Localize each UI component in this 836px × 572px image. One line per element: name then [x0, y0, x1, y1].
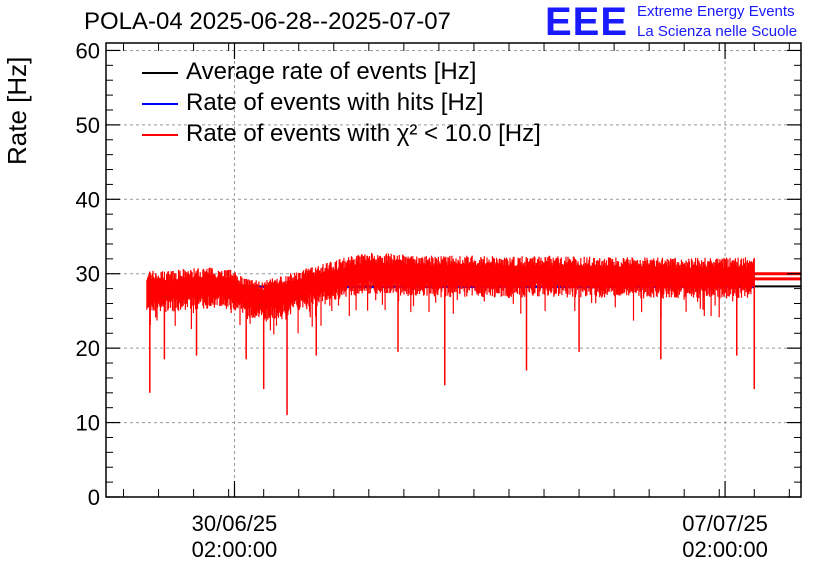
- x-tick-label-date: 07/07/25: [682, 511, 768, 536]
- series-band-chi2: [146, 252, 755, 335]
- legend-item-hits: Rate of events with hits [Hz]: [142, 89, 483, 117]
- x-tick-label-time: 02:00:00: [682, 537, 768, 562]
- eee-logo-text: Extreme Energy Events La Scienza nelle S…: [637, 2, 797, 42]
- plot-frame: [105, 42, 802, 498]
- axis-ticks: [106, 43, 801, 498]
- eee-logo-line2: La Scienza nelle Scuole: [637, 23, 798, 40]
- legend-swatch-average: [142, 71, 178, 74]
- y-tick-label: 40: [76, 187, 100, 212]
- chart-title: POLA-04 2025-06-28--2025-07-07: [84, 8, 451, 35]
- tick-labels: 010203040506030/06/2502:00:0007/07/2502:…: [76, 38, 768, 562]
- y-tick-label: 10: [76, 411, 100, 436]
- eee-logo: EEE: [545, 0, 629, 44]
- legend-item-average: Average rate of events [Hz]: [142, 58, 476, 86]
- legend-label-hits: Rate of events with hits [Hz]: [186, 89, 484, 116]
- legend-swatch-hits: [142, 102, 178, 105]
- eee-logo-line1: Extreme Energy Events: [637, 3, 795, 20]
- y-tick-label: 20: [76, 336, 100, 361]
- y-tick-label: 50: [76, 113, 100, 138]
- series-layer: [146, 252, 801, 416]
- x-tick-label-time: 02:00:00: [192, 537, 278, 562]
- y-tick-label: 30: [76, 262, 100, 287]
- legend-label-chi2: Rate of events with χ² < 10.0 [Hz]: [186, 120, 541, 147]
- y-tick-label: 60: [76, 38, 100, 63]
- legend-item-chi2: Rate of events with χ² < 10.0 [Hz]: [142, 120, 541, 148]
- y-tick-label: 0: [88, 485, 100, 510]
- legend-swatch-chi2: [142, 133, 178, 136]
- y-axis-label: Rate [Hz]: [2, 56, 32, 165]
- legend-label-average: Average rate of events [Hz]: [186, 58, 477, 85]
- x-tick-label-date: 30/06/25: [192, 511, 278, 536]
